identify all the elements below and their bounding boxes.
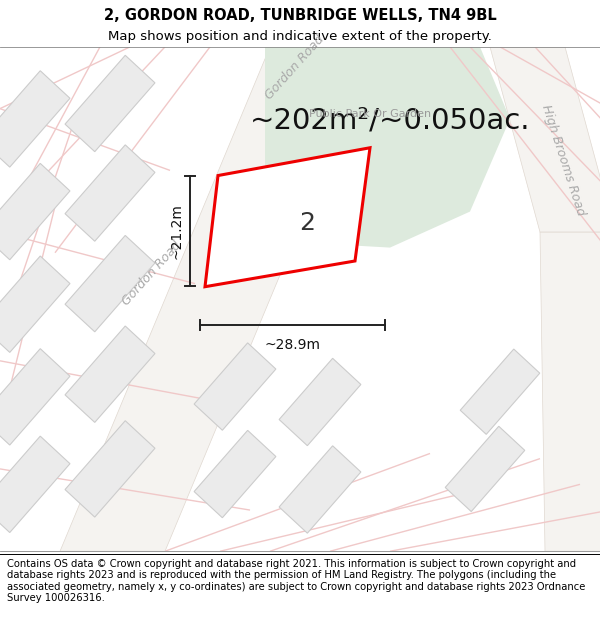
Polygon shape: [0, 436, 70, 532]
Polygon shape: [540, 232, 600, 551]
Polygon shape: [0, 163, 70, 260]
Polygon shape: [445, 426, 525, 511]
Polygon shape: [279, 446, 361, 533]
Polygon shape: [0, 349, 70, 445]
Polygon shape: [65, 55, 155, 152]
Polygon shape: [460, 349, 540, 434]
Text: Contains OS data © Crown copyright and database right 2021. This information is : Contains OS data © Crown copyright and d…: [7, 559, 586, 603]
Polygon shape: [65, 145, 155, 241]
Text: ~28.9m: ~28.9m: [265, 338, 320, 352]
Polygon shape: [65, 236, 155, 332]
Text: Map shows position and indicative extent of the property.: Map shows position and indicative extent…: [108, 31, 492, 44]
Text: ~202m²/~0.050ac.: ~202m²/~0.050ac.: [250, 106, 530, 134]
Polygon shape: [0, 256, 70, 352]
Text: Public Park Or Garden: Public Park Or Garden: [309, 109, 431, 119]
Polygon shape: [65, 326, 155, 422]
Polygon shape: [265, 47, 510, 248]
Polygon shape: [60, 47, 375, 551]
Polygon shape: [65, 421, 155, 517]
Polygon shape: [205, 148, 370, 287]
Polygon shape: [0, 71, 70, 167]
Polygon shape: [194, 431, 276, 518]
Text: ~21.2m: ~21.2m: [170, 202, 184, 259]
Text: 2: 2: [299, 211, 315, 235]
Polygon shape: [194, 343, 276, 430]
Polygon shape: [279, 358, 361, 446]
Polygon shape: [490, 47, 600, 232]
Text: Gordon Road: Gordon Road: [263, 33, 327, 102]
Text: 2, GORDON ROAD, TUNBRIDGE WELLS, TN4 9BL: 2, GORDON ROAD, TUNBRIDGE WELLS, TN4 9BL: [104, 8, 496, 23]
Text: High Brooms Road: High Brooms Road: [539, 103, 587, 218]
Text: Gordon Road: Gordon Road: [120, 239, 184, 308]
